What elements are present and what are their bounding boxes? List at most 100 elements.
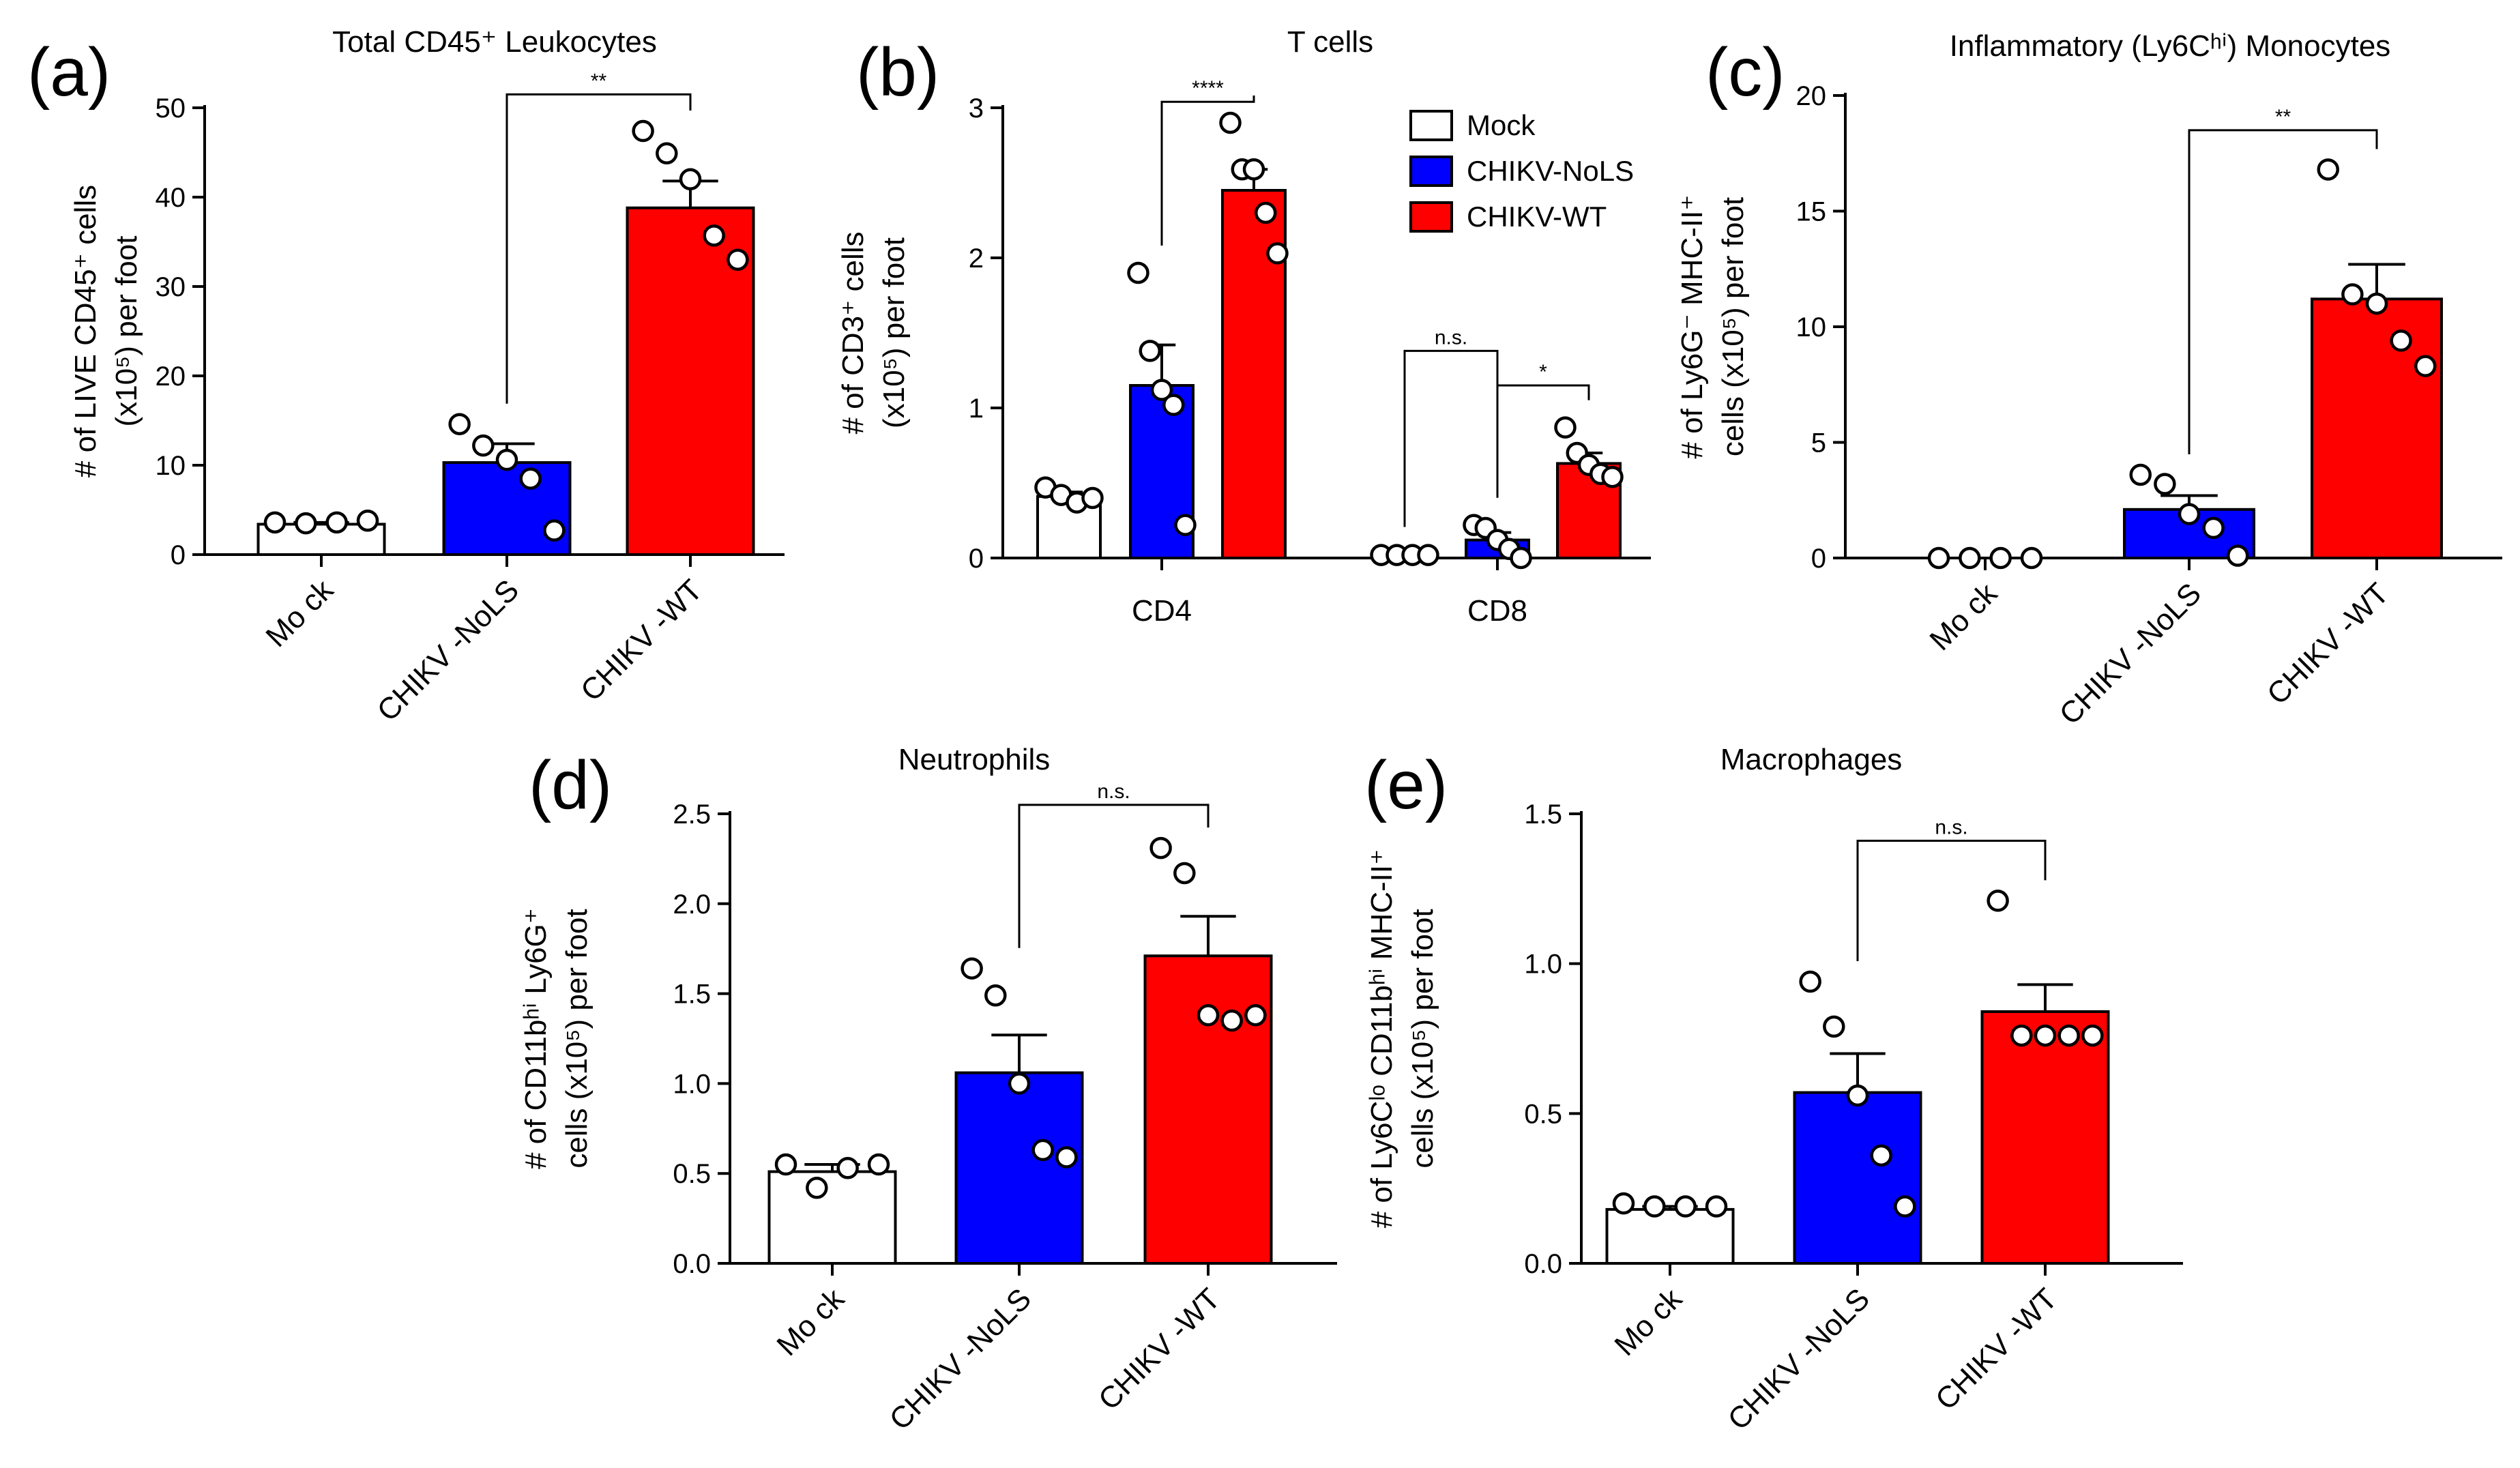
significance-label: * [1539, 361, 1547, 383]
data-point [836, 1157, 859, 1179]
data-point [2010, 1024, 2033, 1047]
y-axis-label-line: cells (x10⁵) per foot [1716, 197, 1750, 456]
data-point [2154, 473, 2176, 495]
panel-letter: (e) [1364, 747, 1448, 823]
y-tick-label: 0 [171, 540, 186, 570]
chart-title: Inflammatory (Ly6Cʰⁱ) Monocytes [1950, 29, 2391, 63]
data-point [774, 1153, 797, 1176]
y-tick-label: 40 [156, 183, 186, 213]
data-point [2317, 158, 2339, 181]
panel-c: 0 5 10 15 20 (c) Inflammatory (Ly6Cʰⁱ) Monocyt… [1675, 29, 2502, 731]
data-point [961, 957, 983, 980]
data-point [1242, 158, 1265, 181]
data-point [263, 511, 287, 534]
y-axis-label: # of CD3⁺ cells (x10⁵) per foot [836, 231, 911, 434]
data-point [1150, 379, 1173, 401]
significance-bracket [1160, 96, 1255, 246]
x-tick-label: CHIKV -NoLS [1721, 1282, 1876, 1437]
data-point [2227, 544, 2249, 567]
y-tick-label: 2 [969, 244, 984, 274]
y-tick-label: 20 [1796, 81, 1827, 111]
data-point [295, 512, 317, 535]
data-point [448, 413, 471, 435]
x-tick-label: Mo ck [1608, 1282, 1688, 1362]
panel-a: 0 10 20 30 40 50 (a) Total CD45⁺ Leukocytes # of… [27, 25, 785, 728]
chart-title: Macrophages [1720, 743, 1903, 776]
y-axis-label: # of Ly6G⁻ MHC-II⁺ cells (x10⁵) per foot [1675, 194, 1750, 458]
y-axis-label-line: cells (x10⁵) per foot [1406, 909, 1439, 1168]
data-point [2057, 1024, 2080, 1047]
y-axis-label: # of LIVE CD45⁺ cells (x10⁵) per foot [69, 185, 143, 478]
significance-label: n.s. [1935, 817, 1967, 839]
y-tick-label: 1.5 [673, 980, 711, 1010]
data-point [1031, 1139, 1054, 1162]
x-tick-label: CHIKV -WT [1092, 1282, 1227, 1416]
data-point [1220, 1009, 1243, 1032]
significance-label: n.s. [1435, 326, 1467, 349]
data-point [1174, 514, 1197, 536]
data-point [1601, 465, 1624, 488]
data-point [1846, 1084, 1869, 1107]
data-point [1554, 416, 1577, 439]
significance-bracket [1403, 349, 1499, 527]
x-tick-label: CHIKV -NoLS [370, 573, 525, 728]
data-point [984, 984, 1007, 1007]
data-point [2414, 355, 2437, 377]
x-tick-label: Mo ck [1923, 576, 2004, 657]
data-point [1987, 890, 2009, 912]
significance-bracket [1018, 804, 1210, 948]
y-tick-label: 1.0 [673, 1069, 711, 1099]
y-tick-label: 5 [1811, 428, 1826, 458]
significance-label: n.s. [1097, 780, 1130, 803]
panel-e: 0.0 0.5 1.0 1.5 (e) Macrophages # of Ly6Cˡᵒ CD… [1364, 743, 2183, 1437]
bar [954, 1071, 1084, 1265]
panel-letter: (d) [529, 747, 612, 823]
bar [1605, 1207, 1735, 1265]
data-point [2020, 546, 2043, 570]
data-point [727, 248, 749, 271]
legend: Mock CHIKV-NoLS CHIKV-WT [1409, 109, 1634, 233]
y-tick-label: 1.0 [1524, 950, 1562, 980]
data-point [1219, 111, 1242, 134]
y-axis-label-line: # of CD11bʰⁱ Ly6G⁺ [519, 908, 553, 1169]
y-tick-label: 0.0 [1524, 1249, 1562, 1279]
significance-bracket [2188, 129, 2378, 454]
data-point [325, 511, 348, 534]
x-tick-label: CHIKV -WT [2261, 576, 2395, 711]
x-group-label: CD4 [1132, 594, 1192, 628]
data-point [1255, 201, 1277, 224]
y-axis-label-line: (x10⁵) per foot [110, 236, 143, 427]
data-point [1127, 261, 1149, 284]
y-tick-label: 2.5 [673, 799, 711, 830]
significance-label: **** [1192, 77, 1224, 100]
y-axis-label-line: cells (x10⁵) per foot [560, 909, 594, 1168]
x-tick-label: Mo ck [770, 1282, 851, 1362]
bar [1793, 1091, 1922, 1265]
legend-label: CHIKV-NoLS [1467, 155, 1634, 187]
y-axis-label-line: # of LIVE CD45⁺ cells [69, 185, 102, 478]
x-tick-label: CHIKV -NoLS [2053, 576, 2208, 731]
data-point [1510, 546, 1532, 570]
x-tick-label: CHIKV -WT [1929, 1282, 2064, 1416]
legend-swatch [1409, 156, 1453, 187]
legend-label: Mock [1467, 109, 1536, 141]
y-tick-label: 10 [156, 451, 186, 481]
data-point [632, 119, 654, 143]
y-axis-label-line: (x10⁵) per foot [877, 237, 911, 428]
panel-letter: (c) [1705, 34, 1785, 111]
y-axis-label-line: # of CD3⁺ cells [836, 231, 870, 434]
data-point [495, 448, 518, 471]
chart-title: Total CD45⁺ Leukocytes [332, 25, 657, 59]
data-point [1149, 836, 1172, 860]
data-point [2034, 1024, 2057, 1047]
data-point [867, 1153, 890, 1176]
data-point [656, 142, 678, 165]
data-point [2341, 283, 2364, 306]
significance-bracket [1856, 840, 2047, 962]
data-point [472, 434, 495, 457]
data-point [1139, 340, 1161, 362]
data-point [519, 467, 542, 490]
y-tick-label: 0 [969, 544, 984, 574]
data-point [543, 519, 566, 542]
